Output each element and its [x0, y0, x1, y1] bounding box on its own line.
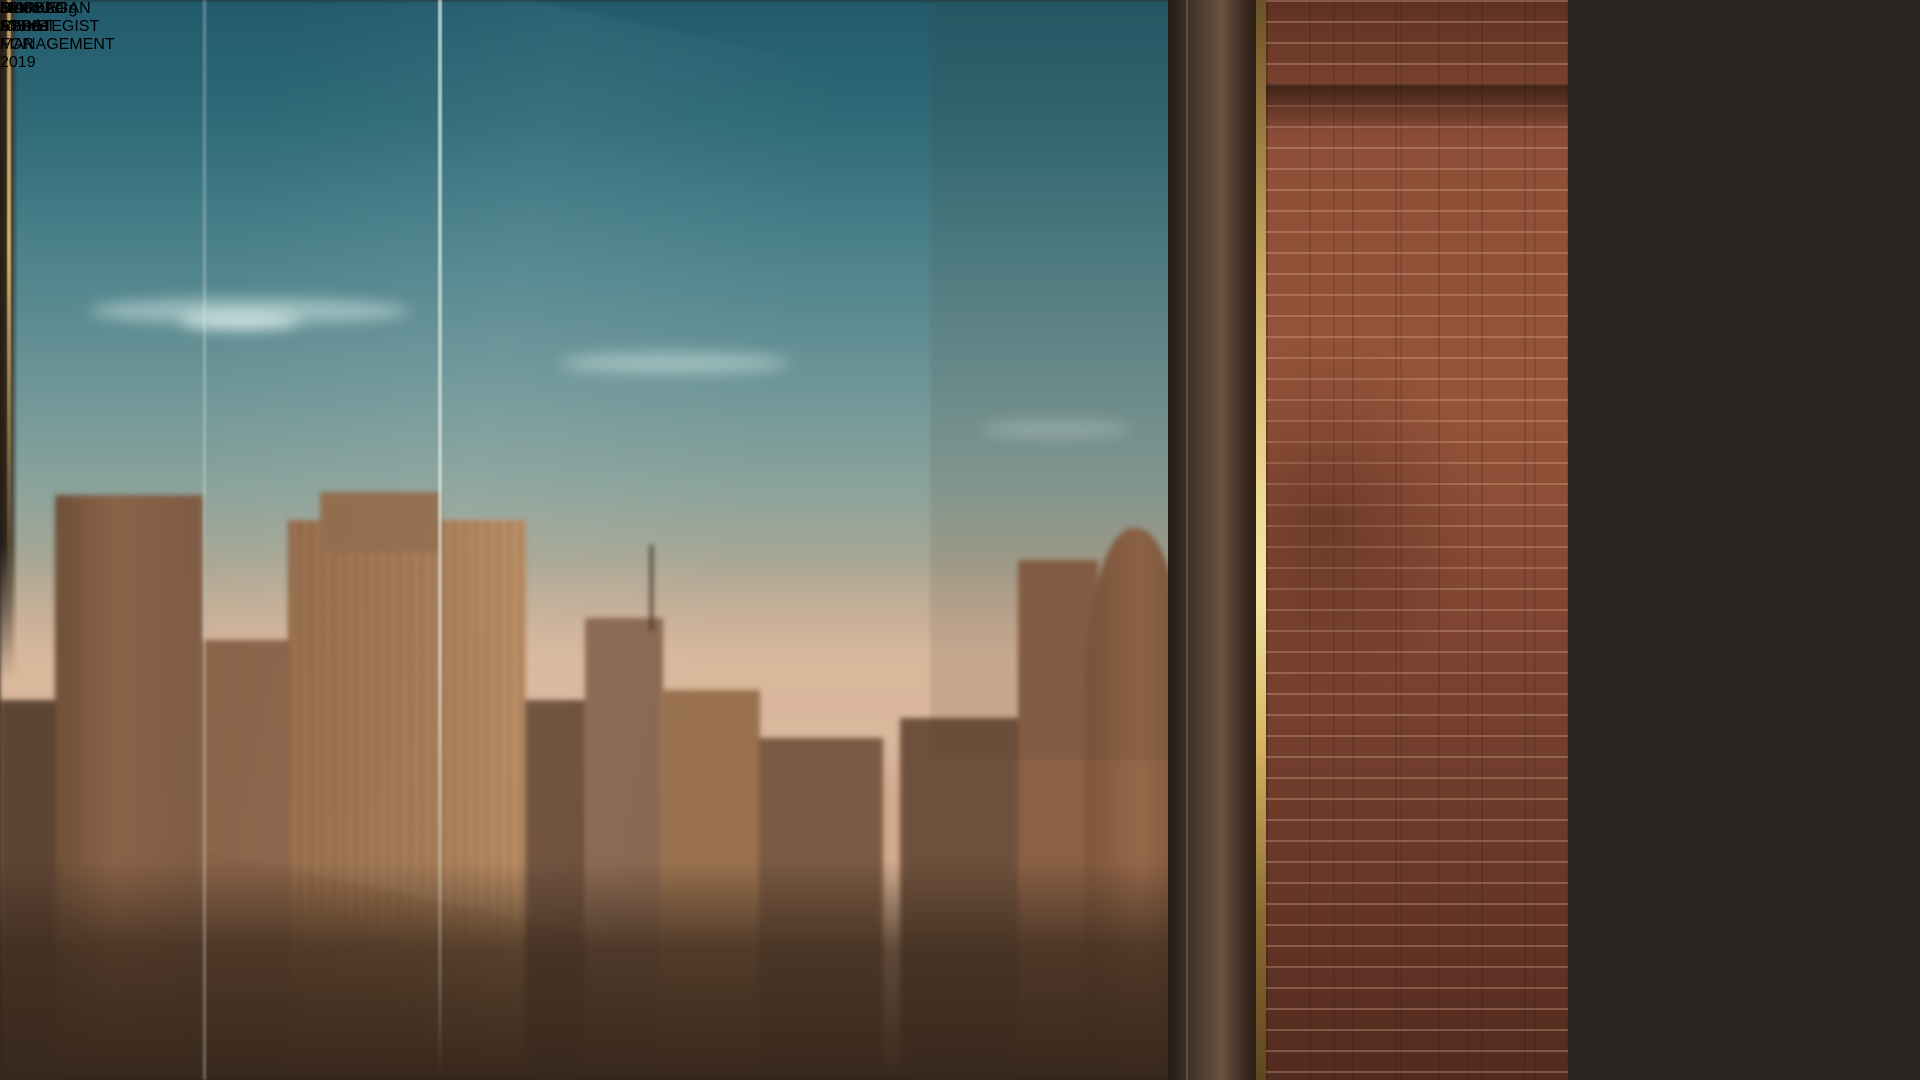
speaker-name: Ben Mandel	[0, 0, 53, 35]
building	[320, 492, 440, 552]
wall-corner-shadow	[1568, 0, 1600, 1080]
window-mullion-line	[1186, 0, 1188, 1080]
window-mullion-gold-trim	[1256, 0, 1266, 1080]
window-city-view	[0, 0, 1178, 1080]
glass-tint	[930, 0, 1178, 760]
window-mullion	[1168, 0, 1266, 1080]
bloomberg-logo-text: Bloomberg	[0, 0, 78, 17]
speaker-affiliation: JPMORGAN ASSET MANAGEMENT	[0, 0, 115, 53]
brick-wall-shadow	[1266, 84, 1568, 130]
glass-seam	[203, 0, 206, 1080]
building-antenna	[650, 545, 653, 630]
city-foreground-shadow	[0, 860, 1178, 1080]
brick-wall	[1266, 0, 1568, 1080]
window-frame-left-trim	[7, 0, 11, 620]
headline-text: MARKET RISKS FOR 2019	[0, 0, 67, 71]
glass-seam	[438, 0, 442, 1080]
cloud	[180, 312, 300, 330]
cloud	[980, 420, 1130, 438]
speaker-title: GLOBAL STRATEGIST	[0, 0, 100, 35]
cloud	[560, 352, 790, 374]
